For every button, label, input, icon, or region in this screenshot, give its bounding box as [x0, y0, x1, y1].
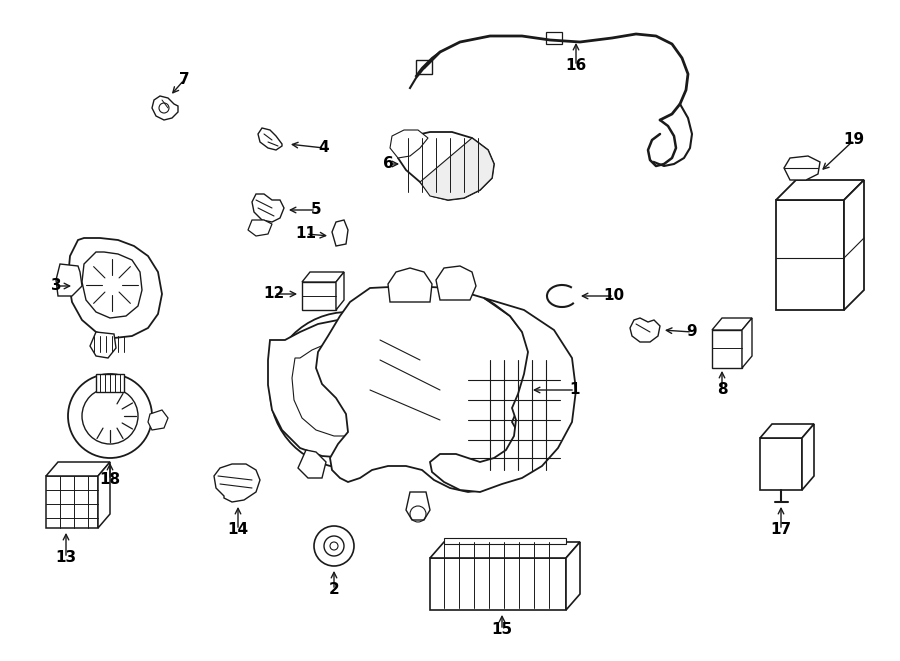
- Text: 4: 4: [319, 141, 329, 155]
- Polygon shape: [398, 132, 494, 200]
- Bar: [776, 200, 844, 310]
- Polygon shape: [742, 318, 752, 368]
- Text: 5: 5: [310, 202, 321, 217]
- Polygon shape: [844, 180, 864, 310]
- Text: 16: 16: [565, 59, 587, 73]
- Text: 19: 19: [843, 132, 865, 147]
- Polygon shape: [802, 424, 814, 490]
- Text: 13: 13: [56, 551, 76, 566]
- Polygon shape: [316, 286, 530, 492]
- Text: 11: 11: [295, 227, 317, 241]
- Circle shape: [68, 374, 152, 458]
- Polygon shape: [566, 542, 580, 610]
- Text: 2: 2: [328, 582, 339, 598]
- Polygon shape: [252, 194, 284, 222]
- Text: 14: 14: [228, 522, 248, 537]
- Polygon shape: [302, 272, 344, 282]
- Polygon shape: [430, 298, 576, 492]
- Polygon shape: [776, 180, 864, 200]
- Polygon shape: [46, 462, 110, 476]
- Polygon shape: [214, 464, 260, 502]
- Polygon shape: [388, 268, 432, 302]
- Bar: [712, 330, 742, 368]
- Text: 7: 7: [179, 73, 189, 87]
- Text: 3: 3: [50, 278, 61, 293]
- Text: 17: 17: [770, 522, 792, 537]
- Polygon shape: [298, 450, 326, 478]
- Polygon shape: [406, 492, 430, 520]
- Polygon shape: [56, 264, 82, 296]
- Text: 10: 10: [603, 288, 625, 303]
- Polygon shape: [152, 96, 178, 120]
- Polygon shape: [268, 320, 404, 458]
- Polygon shape: [258, 128, 282, 150]
- Bar: [546, 32, 562, 44]
- Bar: [302, 282, 336, 310]
- Polygon shape: [630, 318, 660, 342]
- Bar: [430, 558, 566, 610]
- Polygon shape: [420, 138, 494, 200]
- Text: 8: 8: [716, 383, 727, 397]
- Bar: [96, 374, 124, 392]
- Bar: [46, 476, 98, 528]
- Text: 12: 12: [264, 286, 284, 301]
- Text: 18: 18: [99, 473, 121, 488]
- Polygon shape: [436, 266, 476, 300]
- Polygon shape: [430, 542, 580, 558]
- Text: 9: 9: [687, 325, 698, 340]
- Polygon shape: [148, 410, 168, 430]
- Polygon shape: [90, 332, 116, 358]
- Bar: [416, 60, 432, 74]
- Polygon shape: [98, 462, 110, 528]
- Polygon shape: [760, 424, 814, 438]
- Polygon shape: [784, 156, 820, 180]
- Bar: [444, 538, 566, 544]
- Text: 6: 6: [382, 157, 393, 171]
- Polygon shape: [390, 130, 428, 158]
- Circle shape: [270, 312, 426, 468]
- Polygon shape: [712, 318, 752, 330]
- Polygon shape: [336, 272, 344, 310]
- Text: 1: 1: [570, 383, 580, 397]
- Bar: [760, 438, 802, 490]
- Polygon shape: [248, 220, 272, 236]
- Text: 15: 15: [491, 623, 513, 637]
- Polygon shape: [68, 238, 162, 338]
- Polygon shape: [332, 220, 348, 246]
- Circle shape: [314, 526, 354, 566]
